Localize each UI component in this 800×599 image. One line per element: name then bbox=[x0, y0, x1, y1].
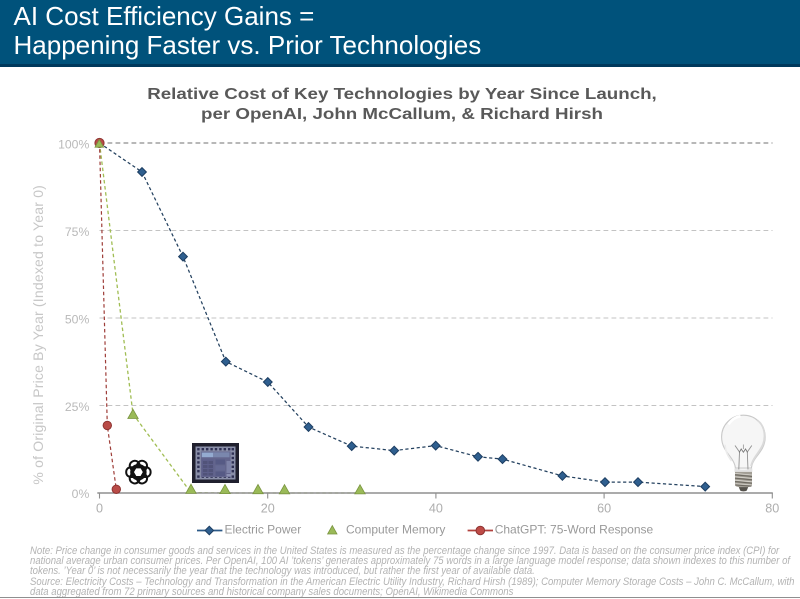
svg-text:75%: 75% bbox=[65, 225, 90, 239]
svg-text:0: 0 bbox=[96, 501, 103, 515]
svg-text:60: 60 bbox=[597, 501, 611, 515]
svg-text:50%: 50% bbox=[65, 313, 90, 327]
svg-text:80: 80 bbox=[765, 501, 779, 515]
svg-text:100%: 100% bbox=[58, 138, 89, 152]
svg-text:40: 40 bbox=[429, 501, 443, 515]
svg-text:Computer Memory: Computer Memory bbox=[346, 523, 445, 537]
svg-text:Electric Power: Electric Power bbox=[225, 523, 302, 537]
svg-text:25%: 25% bbox=[65, 400, 90, 414]
svg-text:ChatGPT: 75-Word Response: ChatGPT: 75-Word Response bbox=[495, 523, 654, 537]
svg-text:% of Original Price By Year (I: % of Original Price By Year (Indexed to … bbox=[30, 185, 46, 485]
svg-text:0%: 0% bbox=[72, 487, 90, 501]
svg-text:20: 20 bbox=[261, 501, 275, 515]
